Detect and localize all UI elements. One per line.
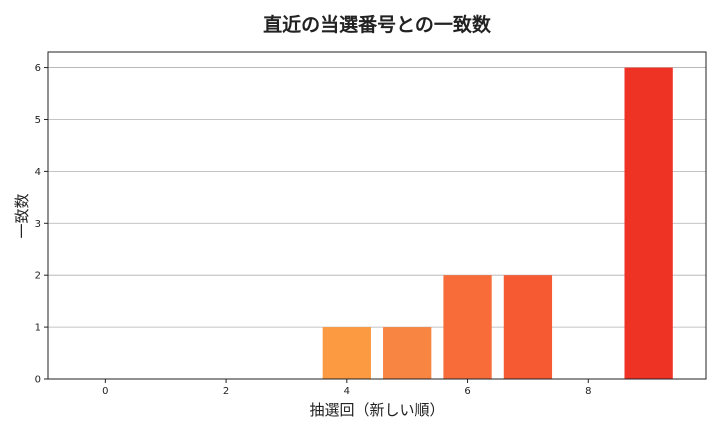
bar bbox=[443, 275, 492, 379]
x-axis-label: 抽選回（新しい順） bbox=[309, 401, 444, 419]
y-tick-label: 0 bbox=[35, 375, 41, 386]
x-tick-label: 6 bbox=[464, 386, 470, 397]
y-tick-label: 6 bbox=[35, 63, 41, 74]
y-tick-label: 1 bbox=[35, 323, 41, 334]
x-tick-label: 2 bbox=[223, 386, 229, 397]
x-tick-label: 8 bbox=[585, 386, 591, 397]
y-axis-label: 一致数 bbox=[13, 193, 31, 238]
y-tick-label: 4 bbox=[35, 167, 41, 178]
bars bbox=[322, 67, 673, 380]
y-tick-label: 5 bbox=[35, 115, 41, 126]
bar bbox=[624, 67, 673, 380]
y-axis-ticks: 0 1 2 3 4 5 6 bbox=[35, 63, 48, 386]
bar bbox=[503, 275, 553, 379]
chart-title: 直近の当選番号との一致数 bbox=[263, 13, 492, 36]
plot-frame bbox=[47, 51, 707, 380]
y-tick-label: 3 bbox=[35, 219, 41, 230]
bar bbox=[322, 327, 371, 379]
bar bbox=[383, 327, 432, 379]
x-axis-ticks: 0 2 4 6 8 bbox=[102, 379, 591, 397]
x-tick-label: 4 bbox=[344, 386, 350, 397]
x-tick-label: 0 bbox=[102, 386, 108, 397]
y-tick-label: 2 bbox=[35, 271, 41, 282]
gridlines bbox=[48, 67, 706, 380]
